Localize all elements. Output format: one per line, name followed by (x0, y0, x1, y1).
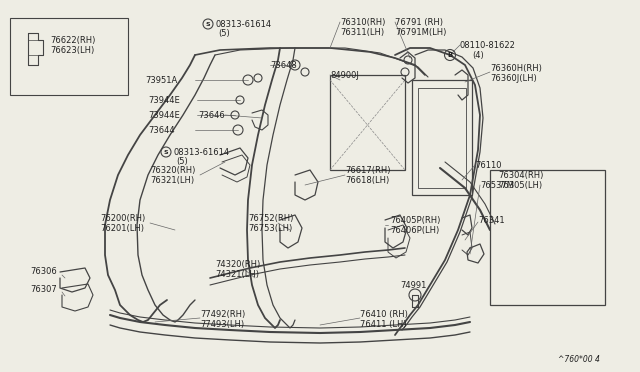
Text: 08313-61614: 08313-61614 (173, 148, 229, 157)
Text: 77492(RH): 77492(RH) (200, 311, 245, 320)
Text: 73648: 73648 (270, 61, 297, 70)
Text: S: S (205, 22, 211, 26)
Text: B: B (447, 52, 452, 58)
Text: 76341: 76341 (478, 215, 504, 224)
Text: 76304(RH): 76304(RH) (498, 170, 543, 180)
Text: 76200(RH): 76200(RH) (100, 214, 145, 222)
Text: 76311(LH): 76311(LH) (340, 28, 384, 36)
Text: 76360J(LH): 76360J(LH) (490, 74, 537, 83)
Text: 76410 (RH): 76410 (RH) (360, 311, 408, 320)
Text: ^760*00 4: ^760*00 4 (558, 356, 600, 365)
Text: 73646: 73646 (198, 110, 225, 119)
Text: 76791M(LH): 76791M(LH) (395, 28, 446, 36)
Text: 76305(LH): 76305(LH) (498, 180, 542, 189)
Text: 08313-61614: 08313-61614 (215, 19, 271, 29)
Text: 76360H(RH): 76360H(RH) (490, 64, 542, 73)
Text: 76201(LH): 76201(LH) (100, 224, 144, 232)
Text: 76623(LH): 76623(LH) (50, 45, 94, 55)
Text: (4): (4) (472, 51, 484, 60)
Text: 74991: 74991 (400, 280, 426, 289)
Text: 76617(RH): 76617(RH) (345, 166, 390, 174)
Text: 73944E: 73944E (148, 110, 180, 119)
Text: 76321(LH): 76321(LH) (150, 176, 194, 185)
Text: (5): (5) (218, 29, 230, 38)
Text: 73951A: 73951A (145, 76, 177, 84)
Bar (418, 88, 466, 188)
Text: 76405P(RH): 76405P(RH) (390, 215, 440, 224)
Text: 73644: 73644 (148, 125, 175, 135)
Text: 76411 (LH): 76411 (LH) (360, 321, 406, 330)
Text: (5): (5) (176, 157, 188, 166)
Text: 76791 (RH): 76791 (RH) (395, 17, 443, 26)
Text: 08110-81622: 08110-81622 (460, 41, 516, 49)
Text: 76622(RH): 76622(RH) (50, 35, 95, 45)
Text: 76110: 76110 (475, 160, 502, 170)
Text: 84900J: 84900J (330, 71, 359, 80)
Text: 76306: 76306 (30, 267, 57, 276)
Text: 76537M: 76537M (480, 180, 514, 189)
Text: S: S (164, 150, 168, 154)
Bar (10, 18, 128, 95)
Text: 76618(LH): 76618(LH) (345, 176, 389, 185)
Text: 74321(LH): 74321(LH) (215, 270, 259, 279)
Text: 76320(RH): 76320(RH) (150, 166, 195, 174)
Bar (330, 75, 405, 170)
Bar (490, 170, 605, 305)
Text: 77493(LH): 77493(LH) (200, 321, 244, 330)
Text: 76310(RH): 76310(RH) (340, 17, 385, 26)
Text: 76406P(LH): 76406P(LH) (390, 225, 439, 234)
Bar (412, 80, 472, 195)
Text: 74320(RH): 74320(RH) (215, 260, 260, 269)
Text: 76752(RH): 76752(RH) (248, 214, 293, 222)
Text: 73944E: 73944E (148, 96, 180, 105)
Text: 76307: 76307 (30, 285, 57, 295)
Text: 76753(LH): 76753(LH) (248, 224, 292, 232)
